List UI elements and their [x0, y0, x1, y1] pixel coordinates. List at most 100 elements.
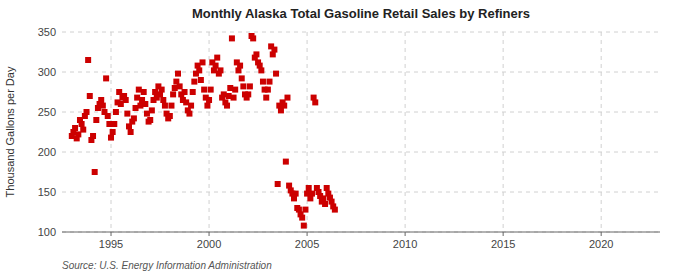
x-tick-label: 2010: [393, 238, 417, 250]
point: [175, 71, 181, 77]
x-tick: [111, 232, 112, 236]
point: [240, 83, 246, 89]
point: [93, 117, 99, 123]
point: [182, 89, 188, 95]
point: [92, 169, 98, 175]
y-grid-line: [62, 152, 660, 153]
chart: Monthly Alaska Total Gasoline Retail Sal…: [0, 0, 675, 275]
y-tick-label: 350: [38, 26, 56, 38]
point: [105, 113, 111, 119]
point: [204, 103, 210, 109]
point: [217, 67, 223, 73]
point: [214, 55, 220, 61]
point: [273, 71, 279, 77]
point: [312, 99, 318, 105]
x-grid-line: [405, 32, 406, 232]
point: [84, 109, 90, 115]
x-tick-label: 2000: [197, 238, 221, 250]
point: [110, 129, 116, 135]
point: [281, 103, 287, 109]
point: [124, 111, 130, 117]
point: [90, 133, 96, 139]
point: [322, 201, 328, 207]
point: [198, 77, 204, 83]
point: [299, 215, 305, 221]
x-tick: [209, 232, 210, 236]
points: [69, 33, 338, 229]
point: [123, 97, 129, 103]
x-tick-label: 2020: [589, 238, 613, 250]
point: [87, 93, 93, 99]
point: [108, 135, 114, 141]
x-grid-line: [307, 32, 308, 232]
x-grid-line: [503, 32, 504, 232]
point: [232, 87, 238, 93]
point: [160, 97, 166, 103]
point: [293, 191, 299, 197]
x-axis-line: [62, 232, 660, 233]
point: [186, 111, 192, 117]
point: [271, 47, 277, 53]
point: [196, 67, 202, 73]
point: [170, 91, 176, 97]
point: [190, 89, 196, 95]
grid: [62, 32, 660, 232]
x-tick: [503, 232, 504, 236]
point: [231, 95, 237, 101]
point: [168, 103, 174, 109]
y-tick-label: 200: [38, 146, 56, 158]
point: [266, 79, 272, 85]
y-tick-label: 150: [38, 186, 56, 198]
point: [239, 75, 245, 81]
title: Monthly Alaska Total Gasoline Retail Sal…: [192, 6, 530, 21]
point: [206, 97, 212, 103]
y-grid-line: [62, 32, 660, 33]
point: [100, 103, 106, 109]
point: [250, 35, 256, 41]
point: [332, 207, 338, 213]
point: [224, 103, 230, 109]
point: [245, 91, 251, 97]
point: [147, 117, 153, 123]
point: [275, 181, 281, 187]
point: [103, 75, 109, 81]
x-tick-label: 2015: [491, 238, 515, 250]
y-axis-label: Thousand Gallons per Day: [4, 66, 16, 197]
y-tick-label: 100: [38, 226, 56, 238]
point: [113, 109, 119, 115]
y-grid-line: [62, 232, 660, 233]
point: [142, 101, 148, 107]
point: [247, 83, 253, 89]
point: [301, 223, 307, 229]
point: [283, 159, 289, 165]
point: [253, 51, 259, 57]
source: Source: U.S. Energy Information Administ…: [62, 260, 272, 271]
x-tick: [405, 232, 406, 236]
point: [237, 63, 243, 69]
point: [111, 121, 117, 127]
point: [265, 87, 271, 93]
point: [80, 127, 86, 133]
y-grid-line: [62, 192, 660, 193]
point: [159, 87, 165, 93]
point: [263, 95, 269, 101]
point: [79, 121, 85, 127]
point: [200, 59, 206, 65]
point: [162, 103, 168, 109]
point: [141, 89, 147, 95]
point: [258, 67, 264, 73]
point: [98, 97, 104, 103]
y-tick-label: 300: [38, 66, 56, 78]
point: [201, 87, 207, 93]
x-tick: [601, 232, 602, 236]
point: [167, 113, 173, 119]
y-tick-label: 250: [38, 106, 56, 118]
y-grid-line: [62, 72, 660, 73]
x-tick-label: 1995: [99, 238, 123, 250]
point: [260, 79, 266, 85]
point: [302, 207, 308, 213]
point: [306, 185, 312, 191]
point: [324, 185, 330, 191]
x-tick: [307, 232, 308, 236]
point: [131, 115, 137, 121]
